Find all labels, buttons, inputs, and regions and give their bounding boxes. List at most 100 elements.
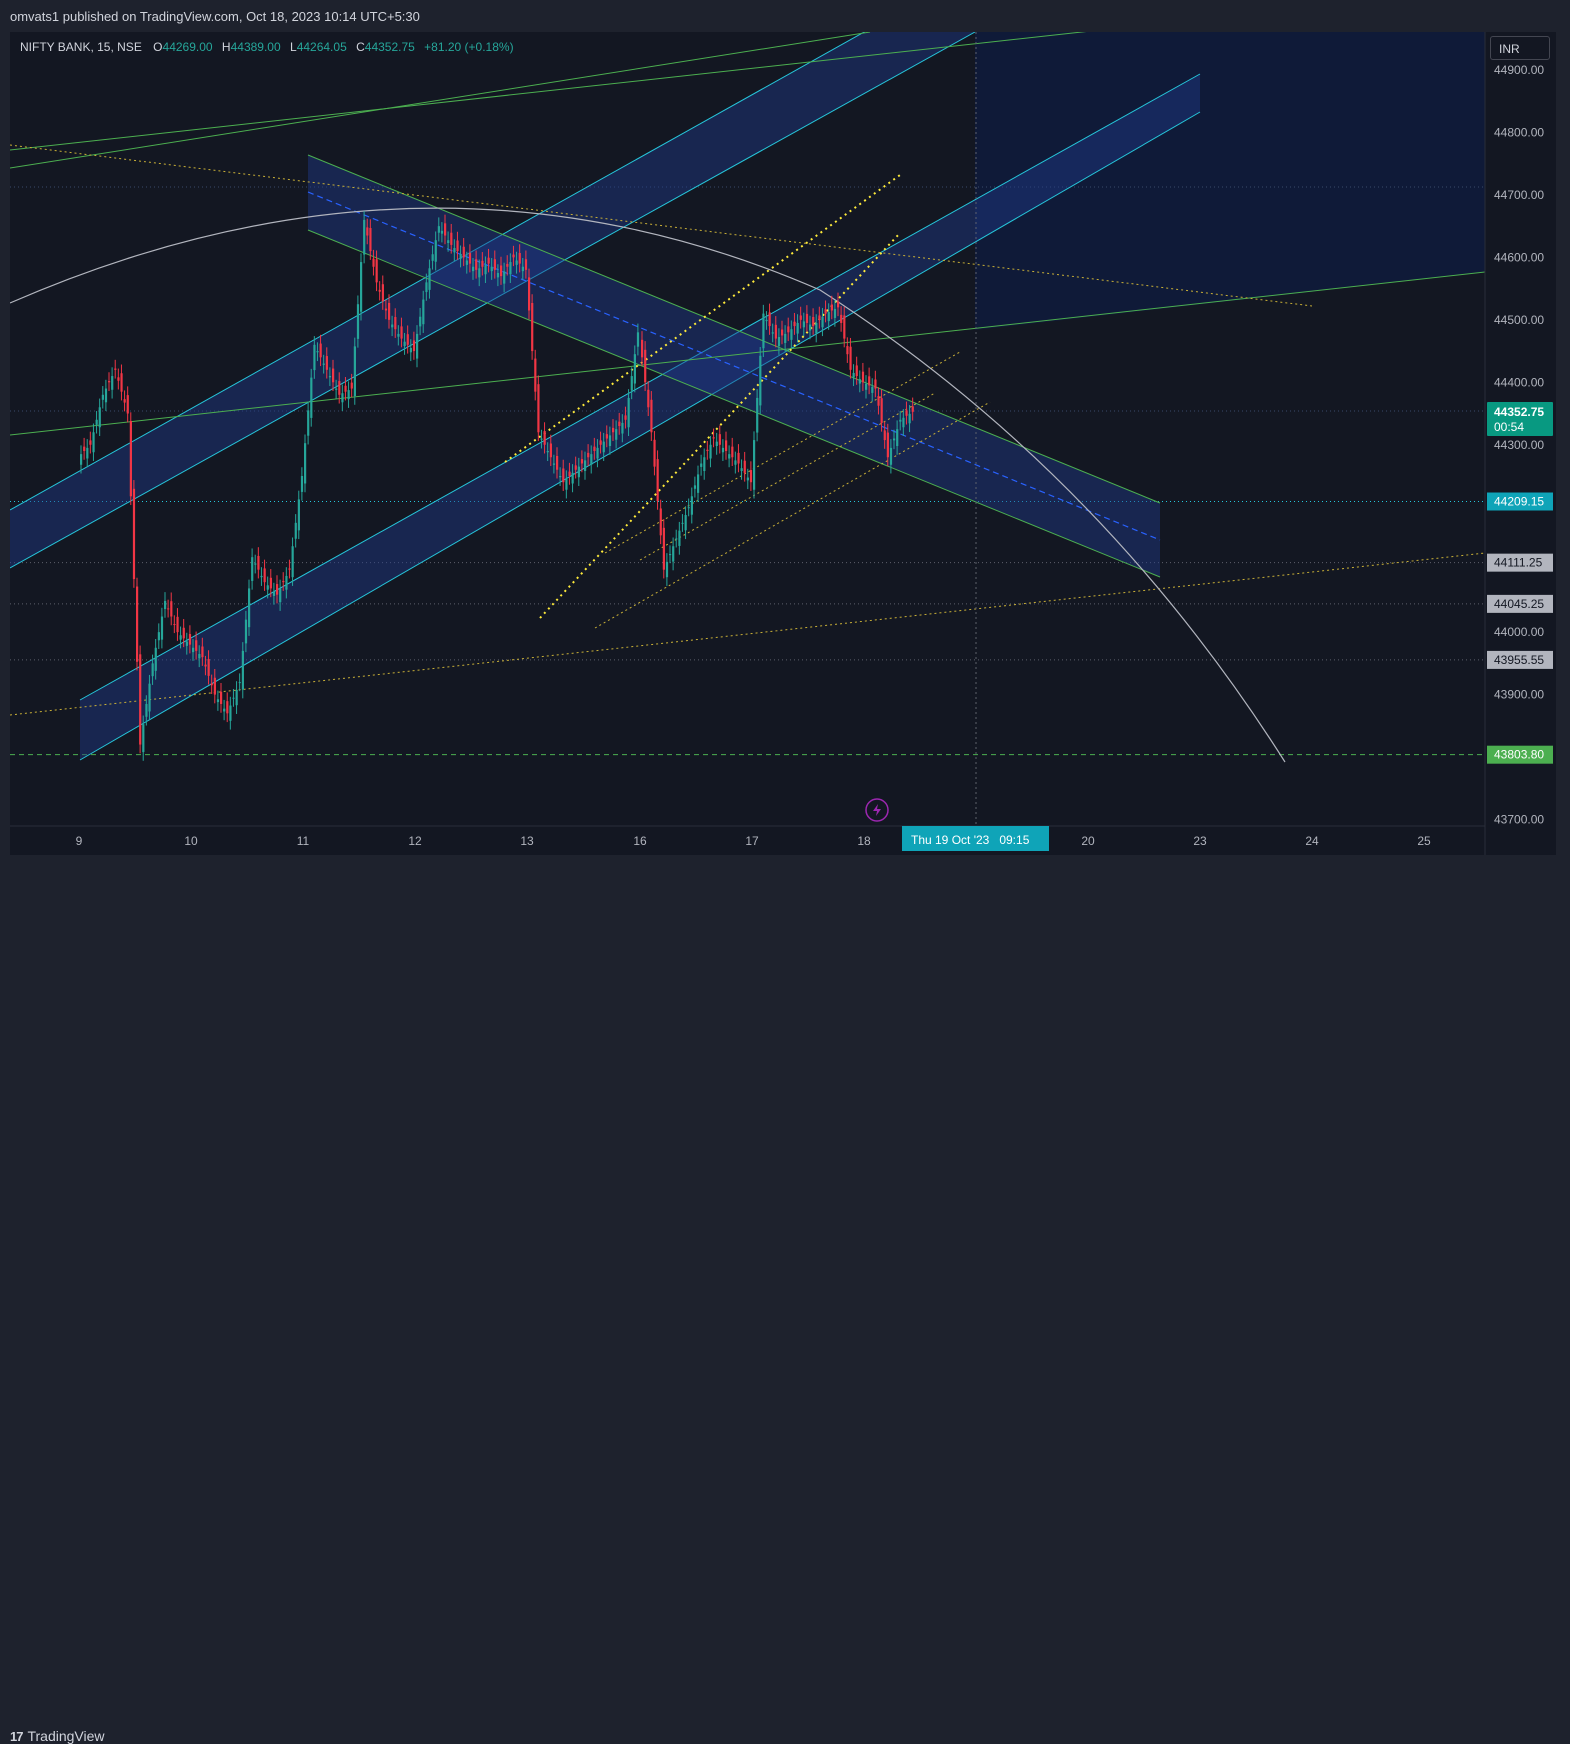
candle-body bbox=[148, 683, 151, 712]
candle-body bbox=[285, 575, 288, 590]
channel-line bbox=[79, 111, 1201, 761]
candle-body bbox=[108, 381, 111, 383]
price-tick-label: 43900.00 bbox=[1494, 688, 1544, 702]
currency-button[interactable]: INR bbox=[1490, 36, 1550, 60]
candle-body bbox=[276, 584, 279, 595]
price-tick-label: 44500.00 bbox=[1494, 313, 1544, 327]
candle-body bbox=[675, 538, 678, 540]
candles bbox=[80, 211, 914, 761]
candle-body bbox=[213, 677, 216, 695]
candle-body bbox=[372, 258, 375, 267]
candle-body bbox=[335, 388, 338, 390]
top-bar: omvats1 published on TradingView.com, Oc… bbox=[0, 0, 1570, 32]
candle-body bbox=[151, 663, 154, 677]
time-ticks: 9 10 11 12 13 16 17 18 20 23 24 25 bbox=[76, 834, 1431, 848]
candle-body bbox=[802, 321, 805, 328]
price-marker-label: 43955.55 bbox=[1494, 653, 1544, 667]
candle-body bbox=[641, 339, 644, 358]
price-marker-label: 43803.80 bbox=[1494, 748, 1544, 762]
price-tick-label: 44800.00 bbox=[1494, 125, 1544, 139]
candle-body bbox=[378, 289, 381, 292]
candle-body bbox=[562, 468, 565, 483]
candle-body bbox=[805, 313, 809, 323]
candle-body bbox=[774, 324, 777, 339]
candle-body bbox=[793, 321, 796, 327]
candle-body bbox=[868, 376, 871, 386]
trend-line bbox=[10, 32, 1087, 151]
candle-body bbox=[615, 429, 618, 440]
candle-body bbox=[481, 260, 484, 267]
drawings bbox=[10, 32, 1485, 763]
price-markers: 44209.15 44111.25 44045.25 43955.55 43803.80 bbox=[1487, 492, 1553, 764]
candle-body bbox=[132, 488, 136, 580]
candle-body bbox=[269, 577, 272, 589]
chart-svg[interactable]: 43700.00 43900.00 44000.00 44300.00 44400.00… bbox=[0, 0, 1570, 896]
candle-body bbox=[198, 654, 201, 659]
candle-body bbox=[229, 705, 232, 721]
candle-body bbox=[195, 640, 198, 651]
price-tick-label: 44600.00 bbox=[1494, 250, 1544, 264]
candle-body bbox=[248, 588, 251, 628]
candle-body bbox=[403, 341, 406, 347]
candle-body bbox=[129, 421, 132, 497]
candle-body bbox=[706, 449, 709, 452]
candle-body bbox=[762, 313, 765, 349]
candle-body bbox=[605, 434, 608, 439]
candle-body bbox=[740, 468, 743, 471]
price-tick-label: 44000.00 bbox=[1494, 625, 1544, 639]
candle-body bbox=[715, 441, 718, 447]
candle-body bbox=[126, 395, 129, 414]
candle-body bbox=[111, 376, 114, 390]
candle-body bbox=[167, 608, 170, 610]
candle-body bbox=[297, 499, 300, 531]
candle-body bbox=[865, 383, 868, 390]
candle-body bbox=[400, 326, 403, 339]
candle-body bbox=[796, 322, 799, 334]
candle-body bbox=[687, 507, 690, 509]
candle-body bbox=[902, 417, 905, 428]
candle-body bbox=[886, 432, 889, 458]
candle-body bbox=[749, 470, 753, 483]
candle-body bbox=[608, 435, 612, 447]
candle-body bbox=[347, 390, 350, 400]
candle-body bbox=[833, 308, 837, 318]
candle-body bbox=[328, 376, 332, 378]
candle-body bbox=[104, 388, 108, 403]
candle-body bbox=[756, 397, 759, 433]
candle-body bbox=[781, 329, 784, 336]
candle-body bbox=[883, 430, 886, 441]
candle-body bbox=[300, 475, 304, 492]
candle-body bbox=[621, 422, 624, 434]
candle-body bbox=[718, 434, 721, 445]
candle-body bbox=[896, 429, 899, 447]
candle-body bbox=[540, 438, 543, 440]
trend-line bbox=[10, 271, 1485, 436]
candle-body bbox=[444, 223, 447, 236]
candle-body bbox=[204, 664, 207, 667]
candle-body bbox=[238, 682, 241, 684]
price-marker-label: 44209.15 bbox=[1494, 495, 1544, 509]
legend-low-label: L bbox=[290, 40, 297, 54]
candle-body bbox=[263, 568, 266, 583]
candle-body bbox=[908, 413, 911, 424]
channel-line bbox=[79, 73, 1201, 701]
price-marker-badge bbox=[1487, 594, 1553, 613]
candle-body bbox=[684, 515, 687, 531]
candle-body bbox=[712, 437, 715, 439]
price-tick-label: 44900.00 bbox=[1494, 63, 1544, 77]
candle-body bbox=[899, 419, 902, 422]
candle-body bbox=[332, 368, 335, 383]
candle-body bbox=[226, 701, 229, 714]
last-price-badge bbox=[1487, 402, 1553, 436]
candle-body bbox=[381, 284, 384, 302]
candle-body bbox=[83, 446, 86, 452]
candle-body bbox=[316, 351, 319, 353]
candle-body bbox=[478, 268, 481, 278]
candle-body bbox=[565, 479, 568, 490]
candle-body bbox=[790, 329, 793, 340]
legend-close-label: C bbox=[356, 40, 365, 54]
candle-body bbox=[490, 266, 493, 272]
candle-body bbox=[223, 708, 226, 712]
tradingview-logo-icon: 17 bbox=[10, 1728, 24, 1744]
lightning-icon[interactable] bbox=[865, 798, 889, 822]
